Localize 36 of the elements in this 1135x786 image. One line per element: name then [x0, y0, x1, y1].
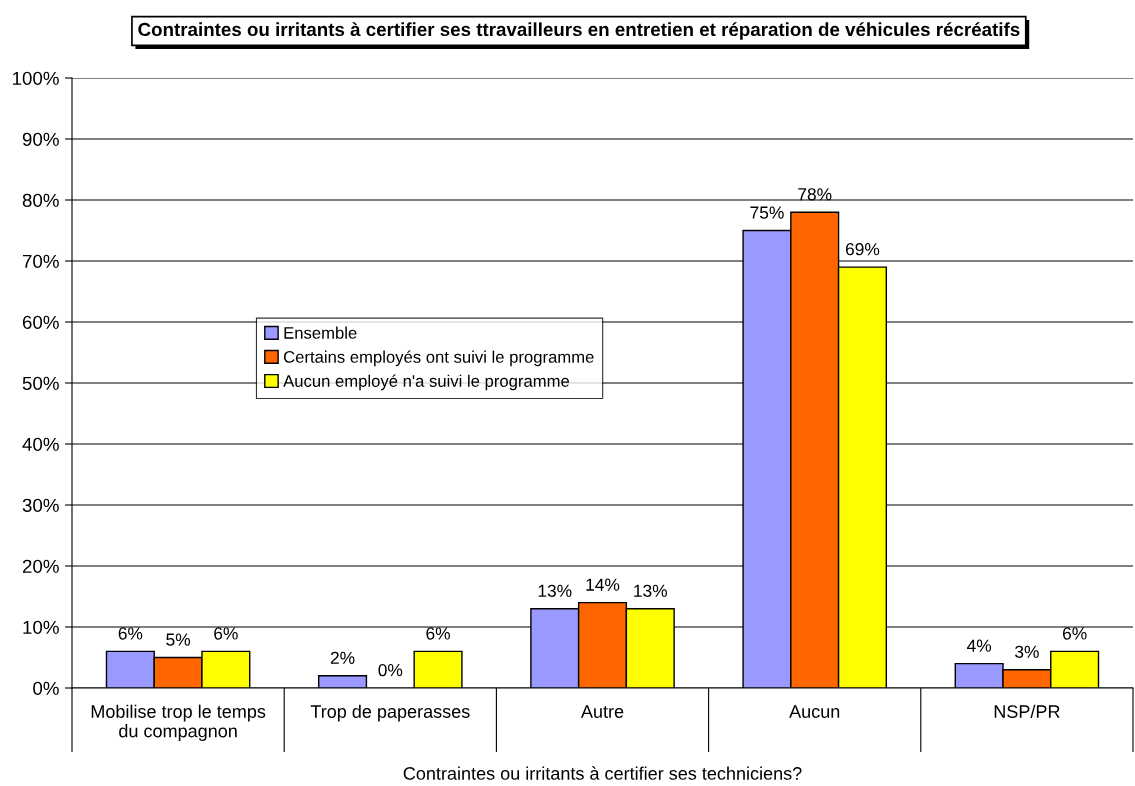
data-label: 13%	[634, 584, 667, 597]
y-tick-label: 10%	[23, 620, 59, 634]
data-label: 14%	[586, 578, 620, 591]
y-tick-label: 70%	[22, 254, 59, 268]
y-tick-label: 20%	[22, 559, 59, 573]
data-label: 13%	[538, 584, 572, 597]
y-tick-label: 30%	[22, 498, 59, 512]
data-label: 6%	[1062, 627, 1087, 640]
legend-label: Ensemble	[284, 326, 357, 339]
chart-title: Contraintes ou irritants à certifier ses ttravailleurs en entretien et réparation de véhicules récréatifs	[138, 22, 1020, 40]
data-label: 6%	[118, 627, 143, 640]
x-axis-title: Contraintes ou irritants à certifier ses techniciens?	[403, 766, 802, 780]
x-tick-label: Aucun	[789, 705, 840, 718]
data-label: 0%	[378, 663, 403, 677]
data-label: 3%	[1015, 645, 1039, 658]
data-label: 2%	[330, 651, 355, 664]
y-tick-label: 100%	[12, 71, 59, 85]
legend-label: Aucun employé n'a suivi le programme	[283, 374, 570, 391]
data-label: 5%	[166, 633, 191, 646]
y-tick-label: 0%	[33, 681, 59, 695]
data-label: 6%	[426, 627, 450, 640]
y-tick-label: 50%	[22, 376, 59, 390]
x-tick-label: NSP/PR	[994, 704, 1060, 718]
y-tick-label: 40%	[22, 437, 59, 451]
y-tick-label: 90%	[22, 132, 59, 146]
data-label: 4%	[967, 639, 992, 652]
data-label: 75%	[750, 206, 784, 219]
data-label: 69%	[845, 243, 880, 256]
y-tick-label: 80%	[22, 193, 59, 207]
data-label: 78%	[798, 188, 832, 201]
data-label: 6%	[214, 627, 238, 640]
legend-label: Certains employés ont suivi le programme	[283, 350, 594, 367]
x-tick-label: Autre	[580, 705, 624, 718]
y-tick-label: 60%	[22, 315, 59, 329]
x-tick-label: Trop de paperasses	[310, 704, 470, 722]
x-tick-label: Mobilise trop le temps du compagnon	[91, 704, 266, 741]
